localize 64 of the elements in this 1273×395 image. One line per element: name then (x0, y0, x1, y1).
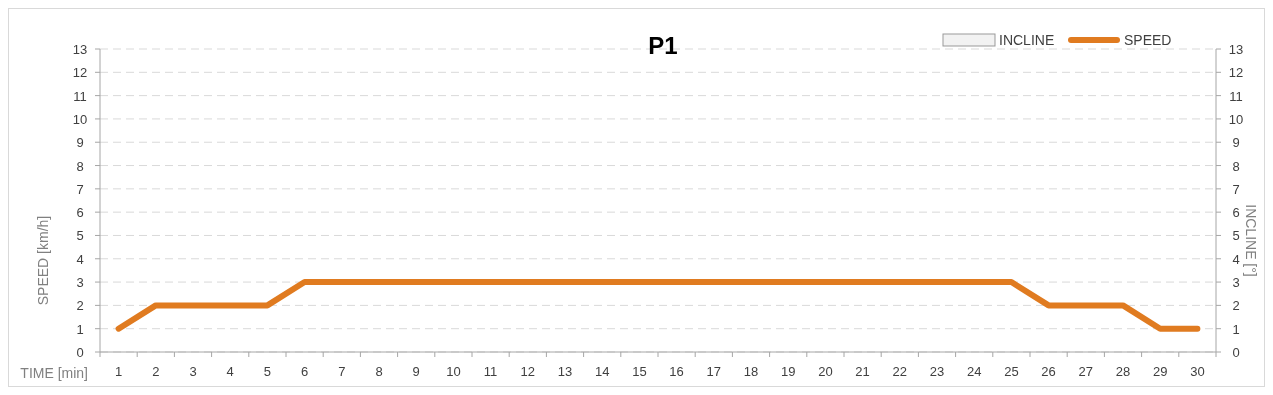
y2-tick-label: 3 (1232, 275, 1240, 291)
x-axis-title: TIME [min] (20, 365, 88, 381)
y-tick-label: 7 (76, 181, 84, 197)
x-tick-label: 6 (300, 364, 309, 379)
x-tick-label: 11 (483, 364, 498, 379)
x-tick-label: 25 (1004, 364, 1019, 379)
x-tick-label: 3 (189, 364, 197, 379)
x-tick-label: 10 (446, 364, 461, 379)
y-tick-label: 10 (72, 111, 88, 127)
y2-tick-label: 0 (1232, 345, 1240, 360)
y-tick-label: 12 (72, 65, 88, 81)
y2-tick-label: 4 (1232, 251, 1240, 267)
y-tick-label: 8 (76, 158, 84, 174)
x-tick-label: 9 (412, 364, 420, 379)
y-tick-label: 5 (76, 228, 84, 244)
y-tick-label: 1 (76, 321, 84, 337)
x-tick-label: 18 (743, 364, 759, 379)
x-tick-label: 20 (818, 364, 833, 379)
x-tick-label: 2 (152, 364, 160, 379)
legend-label: INCLINE (999, 32, 1055, 48)
x-tick-label: 28 (1115, 364, 1131, 379)
y-tick-label: 9 (76, 135, 84, 151)
x-tick-label: 27 (1078, 364, 1094, 379)
x-tick-label: 8 (375, 364, 383, 379)
x-tick-label: 5 (263, 364, 272, 379)
y2-tick-label: 7 (1232, 181, 1240, 197)
x-tick-label: 24 (966, 364, 982, 379)
y-tick-label: 11 (73, 88, 87, 104)
x-tick-label: 21 (855, 364, 870, 379)
y2-tick-label: 11 (1229, 88, 1243, 104)
x-tick-label: 22 (892, 364, 908, 379)
y2-tick-label: 9 (1232, 135, 1240, 151)
x-tick-label: 29 (1152, 364, 1168, 379)
y2-tick-label: 2 (1232, 298, 1240, 314)
x-tick-label: 17 (706, 364, 722, 379)
y2-tick-label: 13 (1228, 42, 1244, 57)
y-tick-label: 4 (76, 251, 84, 267)
legend-label: SPEED (1124, 32, 1172, 48)
x-tick-label: 15 (632, 364, 647, 379)
y2-tick-label: 12 (1228, 65, 1244, 81)
y2-tick-label: 5 (1232, 228, 1240, 244)
y-tick-label: 0 (76, 345, 84, 360)
x-tick-label: 12 (520, 364, 536, 379)
x-tick-label: 16 (669, 364, 684, 379)
y-tick-label: 3 (76, 275, 84, 291)
x-tick-label: 26 (1041, 364, 1056, 379)
x-tick-label: 1 (114, 364, 123, 379)
chart-title: P1 (648, 32, 678, 59)
x-tick-label: 23 (929, 364, 945, 379)
y2-tick-label: 10 (1228, 111, 1244, 127)
y-tick-label: 6 (76, 205, 84, 221)
x-tick-label: 30 (1190, 364, 1205, 379)
y-tick-label: 2 (76, 298, 84, 314)
x-tick-label: 13 (557, 364, 573, 379)
x-tick-label: 14 (594, 364, 610, 379)
x-tick-label: 4 (226, 364, 234, 379)
y2-tick-label: 8 (1232, 158, 1240, 174)
y-axis-title: SPEED [km/h] (35, 215, 51, 306)
y2-tick-label: 6 (1232, 205, 1240, 221)
x-tick-label: 19 (780, 364, 796, 379)
y2-tick-label: 1 (1232, 321, 1240, 337)
y2-axis-title: INCLINE [°] (1243, 204, 1259, 277)
x-tick-label: 7 (338, 364, 346, 379)
y-tick-label: 13 (72, 42, 88, 57)
